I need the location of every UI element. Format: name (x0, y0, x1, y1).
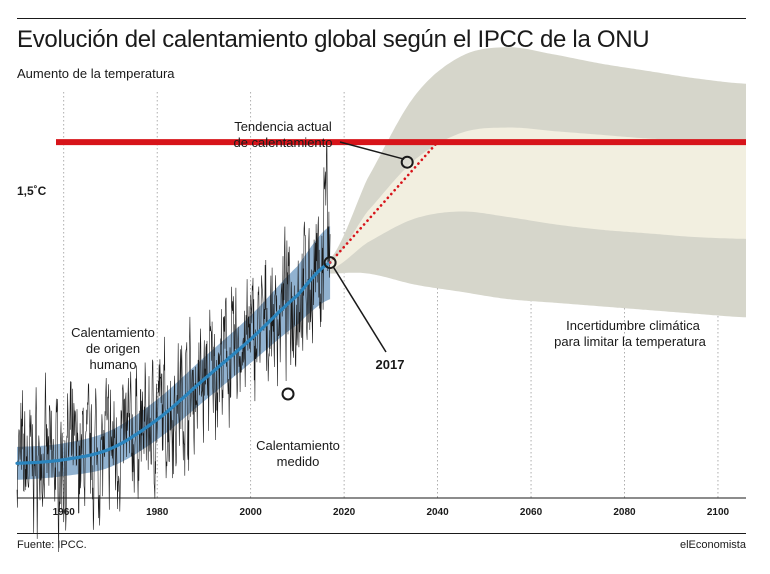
x-tick-label-2080: 2080 (613, 507, 636, 518)
annotation-medido-line-1: Calentamiento (256, 438, 340, 453)
annotation-origen-line-2: de origen (86, 341, 140, 356)
trend-series (15, 140, 439, 465)
threshold-label: 1,5˚C (17, 184, 47, 198)
top-rule (17, 18, 746, 19)
trend-dotted-line (328, 140, 439, 264)
uncertainty-label-line-2: para limitar la temperatura (554, 334, 706, 349)
marker-tendencia (400, 155, 414, 169)
annotation-tendencia-line-2: de calentamiento (233, 135, 332, 150)
annotation-markers (281, 155, 414, 401)
uncertainty-bands (330, 47, 746, 318)
human-band-area (17, 226, 331, 480)
measured-warming-series (16, 143, 331, 553)
brand-logo-text: elEconomista (679, 539, 746, 551)
annotation-medido-line-2: medido (277, 454, 320, 469)
uncertainty-label-line-1: Incertidumbre climática (566, 318, 700, 333)
x-tick-label-2040: 2040 (426, 507, 449, 518)
annotation-leaders (332, 141, 405, 353)
x-tick-label-2100: 2100 (707, 507, 730, 518)
human-warming-line (15, 261, 332, 465)
x-tick-label-1980: 1980 (146, 507, 169, 518)
chart-subtitle: Aumento de la temperatura (17, 66, 175, 81)
annotation-origen-line-1: Calentamiento (71, 325, 155, 340)
marker-2017 (323, 256, 337, 270)
x-tick-label-2020: 2020 (333, 507, 356, 518)
leader-tendencia (339, 141, 405, 160)
x-tick-label-2060: 2060 (520, 507, 543, 518)
marker-medido (281, 387, 295, 401)
leader-2017 (332, 266, 387, 353)
x-tick-label-2000: 2000 (240, 507, 263, 518)
annotation-2017-label: 2017 (376, 357, 405, 372)
measured-line (16, 143, 331, 553)
chart-title: Evolución del calentamiento global según… (17, 26, 650, 53)
annotation-origen-line-3: humano (90, 357, 137, 372)
bottom-rule (17, 533, 746, 534)
uncertainty-inner-band (330, 127, 746, 270)
annotation-tendencia-line-1: Tendencia actual (234, 119, 332, 134)
source-note: Fuente: IPCC. (17, 539, 87, 551)
x-tick-label-1960: 1960 (53, 507, 76, 518)
human-warming-band (17, 226, 331, 480)
x-axis-ticks: 1960 1980 2000 2020 2040 2060 2080 2100 (53, 507, 730, 518)
